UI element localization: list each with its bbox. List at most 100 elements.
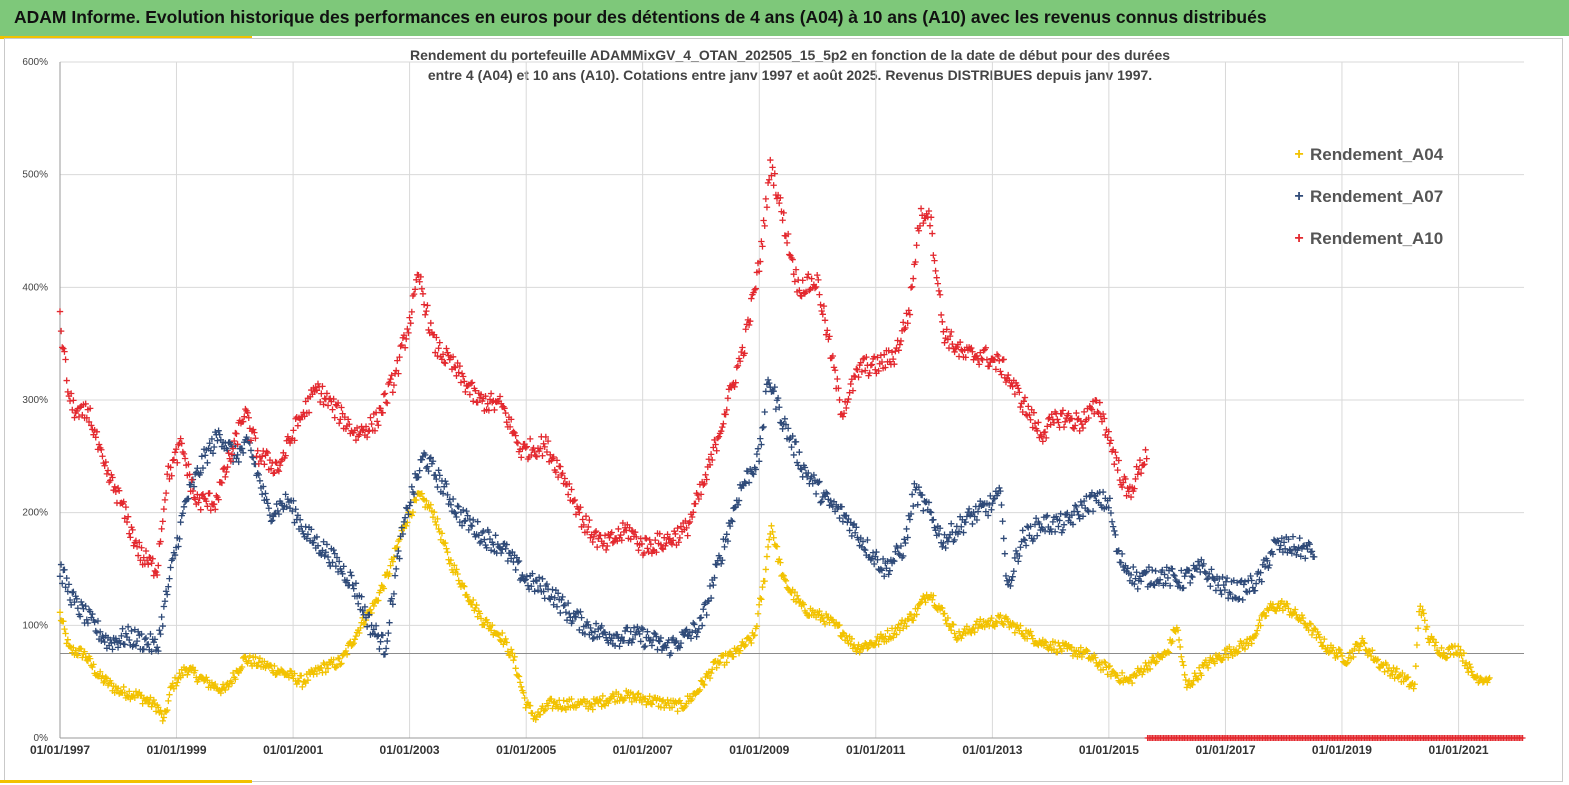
data-point	[164, 471, 171, 478]
data-point	[845, 515, 852, 523]
data-point	[238, 445, 246, 452]
data-point	[537, 711, 544, 718]
data-point	[1152, 567, 1159, 575]
data-point	[453, 372, 460, 380]
data-point	[683, 524, 690, 532]
data-point	[779, 217, 786, 224]
data-point	[891, 360, 898, 368]
data-point	[952, 345, 959, 352]
data-point	[1104, 671, 1111, 678]
data-point	[1410, 685, 1417, 692]
data-point	[101, 638, 108, 646]
data-point	[112, 488, 120, 495]
data-point	[792, 266, 800, 273]
data-point	[1223, 574, 1231, 582]
data-point	[824, 327, 831, 334]
data-point	[907, 510, 915, 518]
data-point	[1207, 583, 1214, 590]
data-point	[695, 625, 703, 632]
data-point	[630, 624, 638, 631]
data-point	[820, 302, 828, 310]
data-point	[276, 462, 284, 469]
data-point	[424, 302, 431, 309]
data-point	[439, 490, 447, 497]
data-point	[1276, 546, 1283, 553]
data-point	[317, 398, 324, 406]
data-point	[659, 545, 667, 553]
data-point	[656, 638, 663, 645]
data-point	[776, 556, 783, 563]
data-point	[761, 408, 768, 416]
data-point	[503, 541, 510, 548]
data-point	[554, 590, 562, 597]
data-point	[926, 222, 934, 229]
data-point	[914, 501, 921, 508]
data-point	[977, 616, 984, 623]
data-point	[885, 347, 892, 354]
data-point	[181, 455, 189, 462]
data-point	[836, 621, 843, 629]
data-point	[1161, 571, 1168, 578]
data-point	[60, 618, 67, 625]
data-point	[160, 603, 168, 610]
data-point	[346, 421, 353, 428]
data-point	[336, 420, 343, 427]
data-point	[440, 359, 448, 366]
data-point	[429, 458, 437, 465]
data-point	[705, 456, 713, 463]
data-point	[844, 398, 851, 406]
data-point	[777, 559, 784, 566]
data-point	[614, 631, 621, 638]
data-point	[470, 398, 477, 405]
data-point	[396, 353, 403, 361]
data-point	[1329, 644, 1337, 651]
data-point	[931, 257, 938, 264]
legend-item-a10: + Rendement_A10	[1290, 218, 1443, 260]
data-point	[407, 499, 414, 506]
y-tick-label: 100%	[22, 620, 48, 631]
data-point	[320, 659, 327, 667]
data-point	[723, 531, 730, 538]
data-point	[816, 607, 823, 615]
data-point	[461, 378, 468, 385]
data-point	[749, 470, 756, 477]
data-point	[840, 410, 848, 417]
data-point	[194, 465, 201, 472]
data-point	[752, 466, 759, 473]
data-point	[1364, 651, 1371, 659]
data-point	[997, 487, 1004, 495]
data-point	[661, 534, 668, 541]
data-point	[991, 623, 998, 630]
data-point	[973, 516, 981, 524]
data-point	[1170, 571, 1177, 579]
data-point	[494, 540, 501, 548]
data-point	[848, 635, 856, 643]
data-point	[706, 582, 714, 590]
data-point	[342, 647, 350, 655]
data-point	[748, 639, 755, 647]
data-point	[895, 550, 902, 557]
data-point	[1149, 566, 1156, 574]
data-point	[683, 626, 690, 633]
data-point	[272, 458, 279, 466]
data-point	[758, 596, 765, 603]
data-point	[901, 326, 908, 333]
data-point	[422, 451, 429, 459]
data-point	[560, 602, 567, 609]
data-point	[1279, 607, 1287, 614]
data-point	[786, 251, 793, 258]
data-point	[697, 614, 705, 621]
data-point	[1000, 535, 1007, 542]
data-point	[550, 453, 557, 461]
data-point	[464, 593, 471, 601]
data-point	[589, 538, 596, 546]
data-point	[933, 274, 940, 281]
data-point	[463, 507, 470, 515]
data-point	[742, 641, 749, 649]
data-point	[717, 427, 725, 435]
data-point	[510, 428, 517, 436]
data-point	[146, 554, 153, 561]
data-point	[152, 568, 160, 576]
data-point	[1027, 523, 1034, 530]
data-point	[1181, 671, 1188, 679]
